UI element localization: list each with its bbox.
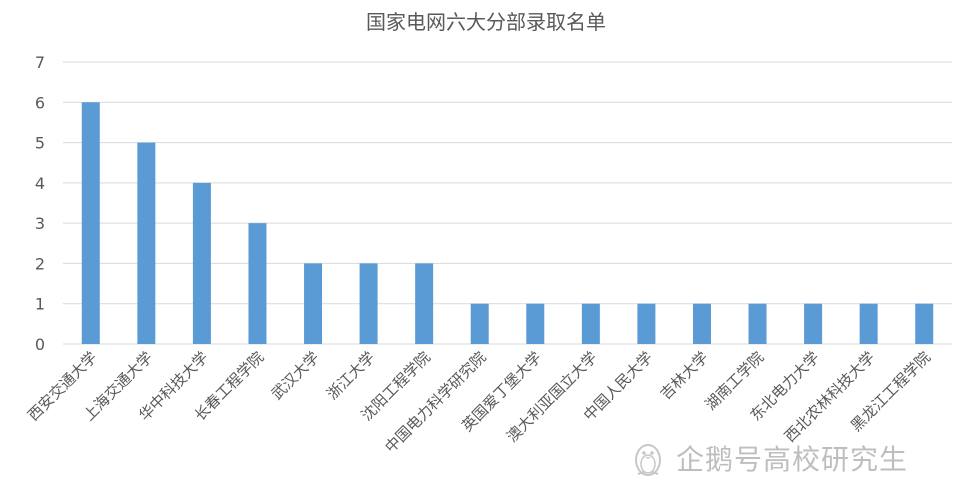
y-tick-label: 5 (35, 134, 45, 153)
y-axis-tick-labels: 0 1 2 3 4 5 6 7 (35, 53, 45, 354)
bar (81, 102, 100, 345)
x-tick-label: 武汉大学 (268, 348, 323, 403)
bar (415, 263, 434, 344)
bar (692, 303, 711, 344)
bar (192, 182, 211, 344)
bar (804, 303, 823, 344)
bar (359, 263, 378, 344)
bar (137, 142, 156, 344)
y-tick-label: 2 (35, 254, 45, 273)
y-tick-label: 0 (35, 335, 45, 354)
bar (748, 303, 767, 344)
bar (526, 303, 545, 344)
y-tick-label: 7 (35, 53, 45, 72)
bars (81, 102, 934, 345)
x-tick-label: 吉林大学 (657, 348, 712, 403)
bar (637, 303, 656, 344)
bar (248, 223, 267, 344)
y-tick-label: 6 (35, 93, 45, 112)
bar (915, 303, 934, 344)
y-tick-label: 4 (35, 174, 45, 193)
x-tick-label: 浙江大学 (323, 348, 378, 403)
grid-lines (63, 61, 952, 345)
bar (859, 303, 878, 344)
chart-title: 国家电网六大分部录取名单 (366, 10, 606, 34)
y-tick-label: 1 (35, 295, 45, 314)
y-tick-label: 3 (35, 214, 45, 233)
x-tick-label: 中国电力科学研究院 (381, 348, 489, 456)
bar (304, 263, 323, 344)
bar (581, 303, 600, 344)
bar (470, 303, 489, 344)
